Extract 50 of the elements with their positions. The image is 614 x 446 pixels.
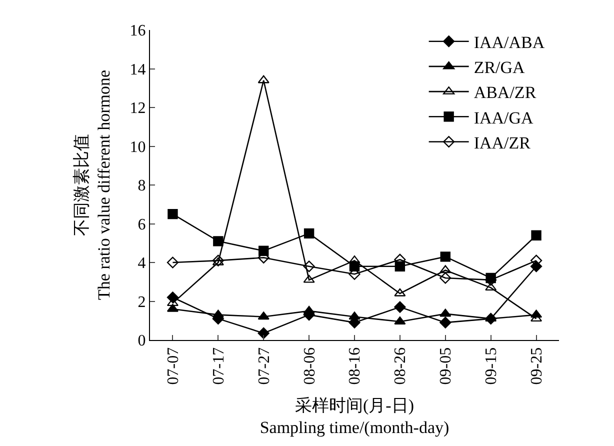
point — [303, 260, 315, 272]
point — [531, 230, 542, 240]
x-tick-label: 09-25 — [528, 347, 546, 385]
point — [258, 312, 270, 320]
x-tick-label: 09-15 — [483, 347, 500, 385]
x-tick-label: 09-05 — [438, 347, 455, 385]
legend-label: IAA/ABA — [474, 32, 546, 52]
point — [258, 327, 270, 340]
point — [212, 310, 224, 318]
y-tick-label: 12 — [130, 100, 146, 118]
y-tick-label: 8 — [138, 178, 146, 195]
y-tick-label: 16 — [130, 22, 146, 40]
point — [440, 272, 452, 284]
point — [440, 252, 450, 262]
y-tick-label: 14 — [130, 61, 146, 78]
point — [303, 306, 315, 314]
y-axis-title: 不同激素比值 The ratio value different hormone — [72, 70, 114, 300]
y-tick-label: 4 — [138, 255, 146, 272]
y-tick-label: 6 — [138, 216, 146, 234]
point — [213, 236, 224, 246]
x-tick-label: 08-16 — [346, 347, 364, 385]
legend-label: IAA/ZR — [474, 133, 532, 152]
point — [348, 312, 360, 320]
x-tick-label: 07-17 — [210, 347, 228, 385]
y-tick-label: 2 — [138, 294, 146, 311]
point — [212, 254, 224, 266]
point — [168, 208, 178, 220]
point — [303, 274, 315, 283]
point — [485, 282, 497, 291]
x-tick-label: 07-07 — [164, 347, 182, 385]
y-tick-label: 10 — [130, 138, 146, 156]
x-tick-label: 08-06 — [301, 347, 318, 385]
legend-label: ABA/ZR — [474, 83, 537, 102]
point — [212, 257, 224, 266]
point — [349, 261, 360, 272]
point — [440, 308, 452, 317]
point — [348, 255, 360, 264]
point — [394, 301, 406, 313]
x-tick-label: 08-26 — [392, 347, 410, 385]
point — [166, 256, 179, 268]
y-tick-label: 0 — [138, 332, 146, 350]
point — [304, 228, 314, 239]
point — [440, 265, 452, 274]
legend-label: IAA/GA — [474, 108, 534, 128]
point — [394, 316, 406, 324]
x-tick-label: 07-27 — [256, 347, 273, 385]
point — [440, 316, 452, 328]
point — [394, 288, 406, 296]
legend-label: ZR/GA — [474, 58, 526, 78]
x-axis-title: 采样时间(月-日) Sampling time/(month-day) — [260, 396, 450, 438]
